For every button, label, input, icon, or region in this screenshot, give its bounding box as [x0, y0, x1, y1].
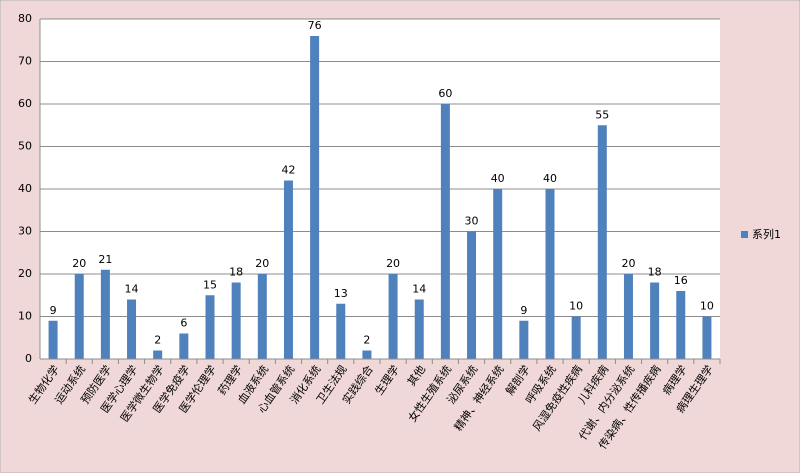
- bar: [231, 282, 241, 359]
- data-label: 9: [520, 304, 527, 317]
- y-tick-label: 80: [18, 12, 32, 25]
- data-label: 20: [72, 257, 86, 270]
- bar: [440, 104, 450, 359]
- bar: [623, 274, 633, 359]
- bar: [362, 350, 372, 359]
- bar: [205, 295, 215, 359]
- data-label: 40: [543, 172, 557, 185]
- data-label: 18: [648, 266, 662, 279]
- data-label: 9: [50, 304, 57, 317]
- legend-swatch: [741, 231, 748, 238]
- data-label: 21: [98, 253, 112, 266]
- data-label: 60: [438, 87, 452, 100]
- data-label: 14: [412, 283, 426, 296]
- bar: [545, 189, 555, 359]
- y-tick-label: 60: [18, 97, 32, 110]
- bar: [388, 274, 398, 359]
- bar: [127, 299, 137, 359]
- data-label: 55: [595, 108, 609, 121]
- data-label: 76: [308, 19, 322, 32]
- data-label: 20: [621, 257, 635, 270]
- bar: [597, 125, 607, 359]
- data-label: 18: [229, 266, 243, 279]
- y-tick-label: 70: [18, 55, 32, 68]
- data-label: 30: [465, 215, 479, 228]
- bar: [467, 231, 477, 359]
- bar: [493, 189, 503, 359]
- bar: [650, 282, 660, 359]
- bar: [310, 36, 320, 359]
- data-label: 42: [281, 164, 295, 177]
- bar: [336, 303, 346, 359]
- y-tick-label: 10: [18, 310, 32, 323]
- bar: [153, 350, 163, 359]
- y-tick-label: 20: [18, 267, 32, 280]
- data-label: 13: [334, 287, 348, 300]
- bar: [100, 269, 110, 359]
- bar: [74, 274, 84, 359]
- data-label: 6: [180, 317, 187, 330]
- data-label: 15: [203, 278, 217, 291]
- data-label: 2: [154, 334, 161, 347]
- data-label: 20: [386, 257, 400, 270]
- y-tick-label: 40: [18, 182, 32, 195]
- legend-label: 系列1: [752, 227, 781, 241]
- data-label: 10: [569, 300, 583, 313]
- data-label: 16: [674, 274, 688, 287]
- bar: [676, 291, 686, 359]
- bar: [702, 316, 712, 359]
- data-label: 10: [700, 300, 714, 313]
- data-label: 40: [491, 172, 505, 185]
- data-label: 20: [255, 257, 269, 270]
- y-tick-label: 30: [18, 225, 32, 238]
- data-label: 14: [125, 283, 139, 296]
- y-tick-label: 0: [25, 352, 32, 365]
- bar: [257, 274, 267, 359]
- data-label: 2: [363, 334, 370, 347]
- bar: [179, 333, 189, 359]
- bar: [283, 180, 293, 359]
- bar: [48, 320, 58, 359]
- bar: [571, 316, 581, 359]
- bar: [414, 299, 424, 359]
- y-tick-label: 50: [18, 140, 32, 153]
- bar: [519, 320, 529, 359]
